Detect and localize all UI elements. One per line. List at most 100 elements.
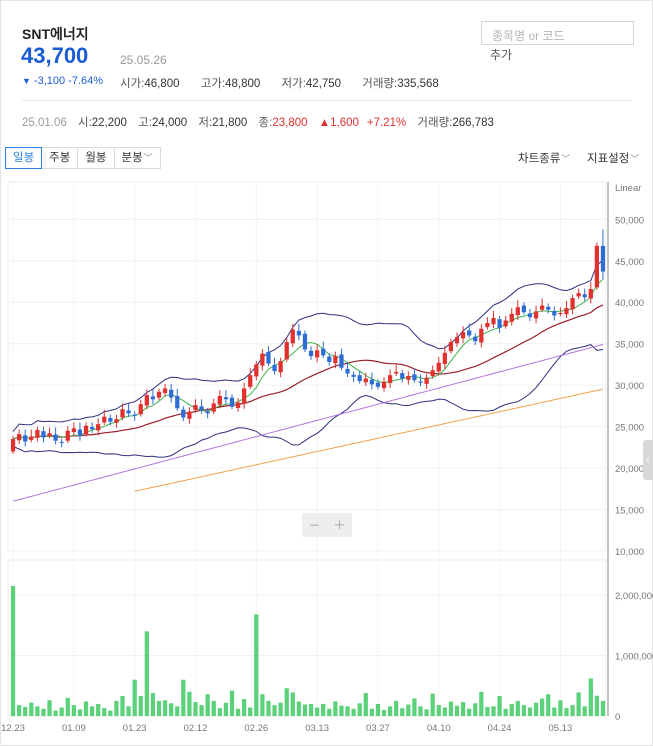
- low-label: 저가: [281, 78, 303, 90]
- volume-bar: [223, 702, 229, 716]
- tab-daily[interactable]: 일봉: [5, 147, 43, 169]
- volume-bar: [327, 708, 332, 716]
- hover-close-label: 종: [258, 117, 270, 129]
- candle-body: [181, 409, 186, 418]
- divider: [22, 100, 632, 101]
- price-tick-label: 35,000: [615, 340, 644, 351]
- volume-bar: [132, 679, 137, 716]
- volume-bar: [242, 699, 247, 716]
- volume-bar: [96, 703, 101, 716]
- volume-bar: [321, 703, 326, 716]
- volume-bar: [333, 701, 338, 716]
- volume-bar: [582, 706, 587, 716]
- tab-minute[interactable]: 분봉﹀: [113, 147, 161, 169]
- candle-body: [314, 350, 320, 358]
- indicator-settings-menu[interactable]: 지표설정﹀: [587, 150, 639, 166]
- candle-body: [96, 424, 101, 431]
- candle-body: [321, 348, 326, 356]
- candle-body: [540, 305, 545, 310]
- volume-bar: [533, 702, 539, 716]
- candle-body: [430, 370, 435, 377]
- stock-chart[interactable]: 10,000 15,000 20,000 25,000 30,000 35,000 40,0…: [0, 175, 653, 746]
- candle-body: [418, 381, 423, 383]
- volume-bar: [497, 696, 502, 716]
- candle-body: [187, 411, 192, 419]
- volume-bar: [53, 710, 58, 716]
- high-label: 고가: [200, 78, 222, 90]
- candle-body: [89, 427, 95, 430]
- volume-bar: [442, 707, 447, 716]
- tab-monthly[interactable]: 월봉: [77, 147, 115, 169]
- volume-bar: [162, 700, 168, 716]
- hover-open: 22,200: [91, 117, 127, 129]
- bollinger-lower-line: [12, 344, 604, 458]
- volume-bar: [491, 706, 496, 716]
- stock-search-input[interactable]: 종목명 or 코드: [481, 21, 634, 45]
- date-tick-label: 01.23: [123, 723, 147, 734]
- triangle-up-icon: ▲: [318, 117, 331, 129]
- candle-body: [108, 417, 113, 422]
- candle-body: [211, 403, 216, 412]
- candle-body: [521, 305, 527, 313]
- volume-bar: [144, 631, 149, 716]
- volume-bar: [156, 700, 162, 716]
- candle-body: [193, 405, 198, 411]
- candle-body: [485, 322, 490, 328]
- volume-bar: [540, 698, 545, 716]
- candle-body: [29, 436, 34, 440]
- price-change-value: -3,100 -7.64%: [33, 75, 104, 87]
- hover-change: 1,600: [330, 117, 359, 129]
- volume-bar: [10, 586, 16, 716]
- price-tick-label: 50,000: [615, 215, 644, 226]
- volume-bar: [546, 694, 551, 716]
- volume-bar: [406, 704, 411, 716]
- add-button[interactable]: 추가: [490, 48, 513, 62]
- date-tick-label: 04.24: [488, 723, 512, 734]
- hover-low: 21,800: [212, 117, 248, 129]
- side-panel-handle[interactable]: ‹: [643, 440, 653, 480]
- quote-date: 25.05.26: [120, 53, 167, 67]
- candle-body: [387, 375, 393, 384]
- candle-body: [205, 411, 210, 414]
- zoom-in-button[interactable]: +: [334, 515, 345, 535]
- candle-body: [35, 429, 40, 438]
- candle-body: [509, 313, 514, 322]
- candle-body: [156, 391, 162, 398]
- candle-body: [339, 354, 344, 368]
- ma60-line: [12, 343, 604, 502]
- volume-bar: [363, 693, 368, 716]
- volume-bar: [485, 706, 490, 716]
- candle-body: [284, 342, 289, 360]
- candle-body: [302, 333, 308, 350]
- volume-bar: [59, 707, 64, 716]
- chart-type-menu[interactable]: 차트종류﹀: [518, 150, 570, 166]
- price-tick-label: 15,000: [615, 506, 644, 517]
- candle-body: [564, 308, 569, 315]
- volume-bar: [412, 698, 417, 716]
- bollinger-upper-line: [12, 259, 604, 432]
- volume-bar: [418, 706, 423, 716]
- price-tick-label: 20,000: [615, 464, 644, 475]
- candle-body: [357, 375, 362, 382]
- candle-body: [442, 352, 447, 365]
- candle-body: [41, 431, 46, 438]
- candle-body: [162, 388, 168, 394]
- candle-body: [254, 364, 259, 377]
- volume-bar: [576, 692, 581, 716]
- high-value: 48,800: [225, 78, 261, 90]
- volume-bar: [479, 691, 484, 716]
- hover-date: 25.01.06: [22, 117, 67, 129]
- chart-type-label: 차트종류: [518, 153, 561, 165]
- tab-weekly[interactable]: 주봉: [41, 147, 79, 169]
- date-tick-label: 03.27: [366, 723, 390, 734]
- ma20-line: [12, 304, 604, 440]
- volume-bar: [460, 702, 466, 716]
- scale-type-label: Linear: [615, 183, 641, 194]
- candle-body: [381, 381, 387, 389]
- zoom-out-button[interactable]: −: [309, 515, 320, 535]
- volume-tick-label: 0: [615, 712, 620, 723]
- candle-body: [558, 313, 563, 315]
- volume-bar: [339, 705, 344, 716]
- candle-body: [570, 298, 575, 310]
- zoom-control: − +: [302, 513, 352, 537]
